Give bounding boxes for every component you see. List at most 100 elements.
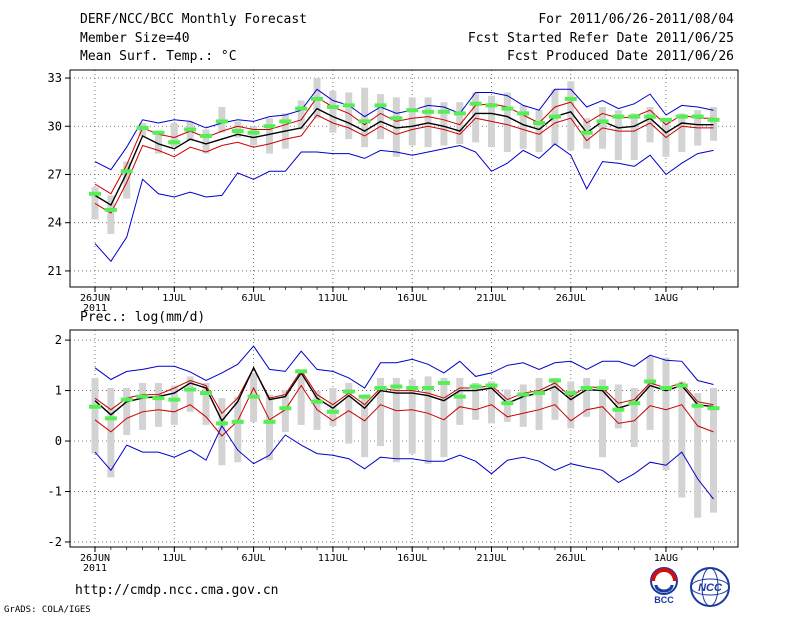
p2-series-p-high — [94, 366, 714, 415]
p2-marker-9 — [231, 419, 244, 424]
forecast-period: For 2011/06/26-2011/08/04 — [538, 12, 734, 27]
chart-title: DERF/NCC/BCC Monthly Forecast — [80, 12, 307, 27]
p2-marker-7 — [200, 391, 213, 396]
p2-range-bar-36 — [662, 357, 670, 471]
p1-range-bar-27 — [519, 105, 527, 149]
p1-marker-30 — [564, 96, 577, 101]
p2-range-bar-23 — [456, 377, 464, 425]
p2-range-bar-28 — [535, 377, 543, 430]
p1-marker-5 — [168, 140, 181, 145]
p1-xtick-label-0: 26JUN — [80, 293, 110, 304]
p1-xtick-label-5: 21JUL — [476, 293, 506, 304]
p2-range-bar-12 — [281, 390, 289, 432]
p2-marker-36 — [659, 386, 672, 391]
p2-range-bar-35 — [646, 356, 654, 430]
p2-marker-1 — [104, 416, 117, 421]
p2-marker-35 — [644, 379, 657, 384]
p2-range-bar-33 — [614, 384, 622, 429]
p2-range-bar-11 — [265, 394, 273, 461]
ncc-logo: NCC — [690, 567, 730, 607]
p2-marker-25 — [485, 383, 498, 388]
p2-marker-20 — [406, 386, 419, 391]
p1-range-bar-5 — [170, 123, 178, 148]
p1-marker-1 — [104, 207, 117, 212]
p2-range-bar-21 — [424, 376, 432, 464]
p2-series-min — [94, 424, 714, 500]
p1-marker-35 — [644, 114, 657, 119]
p2-xtick-label-7: 1AUG — [654, 553, 678, 564]
p1-marker-12 — [279, 119, 292, 124]
p2-plot-frame — [69, 329, 739, 548]
p2-series-mean — [94, 366, 714, 423]
p2-marker-24 — [469, 384, 482, 389]
bcc-logo: BCC — [650, 567, 678, 605]
p1-plot-frame — [69, 69, 739, 288]
p2-xtick-label-1: 1JUL — [162, 553, 186, 564]
p2-marker-22 — [437, 380, 450, 385]
p2-range-bar-19 — [392, 377, 400, 463]
p2-xtick-label-2: 6JUL — [242, 553, 266, 564]
p1-range-bar-26 — [503, 92, 511, 152]
p1-marker-18 — [374, 103, 387, 108]
p1-ytick-label-2: 27 — [48, 167, 62, 181]
p1-marker-22 — [437, 109, 450, 114]
grads-credit: GrADS: COLA/IGES — [4, 605, 91, 615]
p1-marker-24 — [469, 101, 482, 106]
member-size: Member Size=40 — [80, 31, 190, 46]
p1-marker-10 — [247, 130, 260, 135]
p1-series-max — [94, 88, 714, 171]
forecast-produced-date: Fcst Produced Date 2011/06/26 — [507, 49, 734, 64]
p1-range-bar-28 — [535, 110, 543, 152]
p2-series-max — [94, 345, 714, 389]
p2-ytick-label-3: 1 — [55, 384, 62, 398]
p1-series-min — [94, 143, 714, 263]
p2-ytick-label-4: 2 — [55, 333, 62, 347]
source-url[interactable]: http://cmdp.ncc.cma.gov.cn — [75, 583, 279, 598]
p1-range-bar-11 — [265, 118, 273, 154]
p2-marker-28 — [533, 391, 546, 396]
p1-range-bar-35 — [646, 106, 654, 143]
p1-series-p-high — [94, 96, 714, 195]
p2-range-bar-37 — [678, 381, 686, 498]
p2-ytick-label-0: -2 — [48, 535, 62, 549]
p2-marker-30 — [564, 391, 577, 396]
p2-marker-23 — [453, 394, 466, 399]
p1-marker-19 — [390, 116, 403, 121]
p1-marker-32 — [596, 119, 609, 124]
p2-range-bar-2 — [123, 388, 131, 435]
p1-range-bar-18 — [376, 94, 384, 140]
p2-series-p-low — [94, 384, 714, 437]
ncc-logo-text: NCC — [698, 582, 723, 594]
p1-series-mean — [94, 107, 714, 206]
p1-marker-38 — [691, 114, 704, 119]
p2-range-bar-31 — [583, 377, 591, 417]
p2-xtick-label-6: 26JUL — [556, 553, 586, 564]
p2-range-bar-38 — [694, 393, 702, 518]
p2-marker-4 — [152, 396, 165, 401]
p2-marker-39 — [707, 406, 720, 411]
p1-range-bar-22 — [440, 102, 448, 146]
p1-ytick-label-4: 33 — [48, 71, 62, 85]
p2-marker-29 — [548, 378, 561, 383]
p2-marker-8 — [215, 421, 228, 426]
p2-marker-5 — [168, 397, 181, 402]
p2-range-bar-32 — [599, 379, 607, 458]
p1-marker-33 — [612, 114, 625, 119]
p1-series-p-low — [94, 114, 714, 214]
p1-marker-9 — [231, 129, 244, 134]
p2-marker-19 — [390, 384, 403, 389]
p2-marker-21 — [422, 386, 435, 391]
p1-marker-27 — [517, 111, 530, 116]
p1-marker-6 — [184, 127, 197, 132]
p1-marker-7 — [200, 133, 213, 138]
p2-xtick-label-3: 11JUL — [318, 553, 348, 564]
p1-marker-23 — [453, 111, 466, 116]
bcc-logo-text: BCC — [654, 595, 674, 605]
p2-marker-37 — [675, 383, 688, 388]
p2-range-bar-13 — [297, 371, 305, 425]
p1-ytick-label-0: 21 — [48, 264, 62, 278]
p2-marker-6 — [184, 387, 197, 392]
p2-range-bar-29 — [551, 377, 559, 420]
p1-range-bar-19 — [392, 97, 400, 157]
